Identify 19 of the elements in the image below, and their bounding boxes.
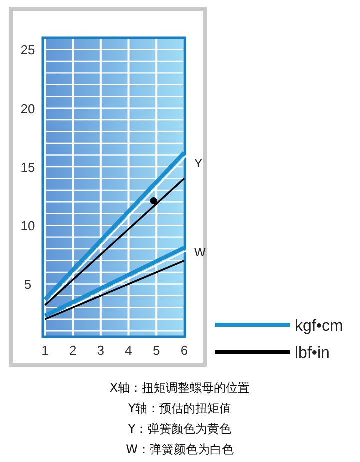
legend-label: lbf•in bbox=[295, 345, 330, 362]
text: X轴：扭矩调整螺母的位置 bbox=[110, 381, 250, 395]
y-tick-label: 25 bbox=[20, 42, 36, 58]
y-tick-label: 20 bbox=[20, 101, 36, 116]
x-tick-label: 2 bbox=[69, 343, 77, 358]
y-tick-label: 15 bbox=[20, 160, 36, 175]
x-tick-label: 1 bbox=[42, 343, 49, 358]
x-tick-label: 6 bbox=[180, 343, 188, 358]
y-tick-label: 5 bbox=[24, 277, 32, 292]
text: Y：弹簧颜色为黄色 bbox=[127, 422, 232, 436]
annotation: Y bbox=[194, 156, 202, 170]
x-tick-label: 5 bbox=[152, 343, 160, 358]
text: Y轴：预估的扭矩值 bbox=[127, 402, 232, 416]
text: W：弹簧颜色为白色 bbox=[126, 442, 234, 456]
x-tick-label: 3 bbox=[97, 343, 105, 358]
legend-label: kgf•cm bbox=[295, 318, 344, 335]
annotation: W bbox=[194, 245, 206, 260]
y-tick-label: 10 bbox=[20, 218, 36, 234]
x-tick-label: 4 bbox=[125, 343, 132, 358]
